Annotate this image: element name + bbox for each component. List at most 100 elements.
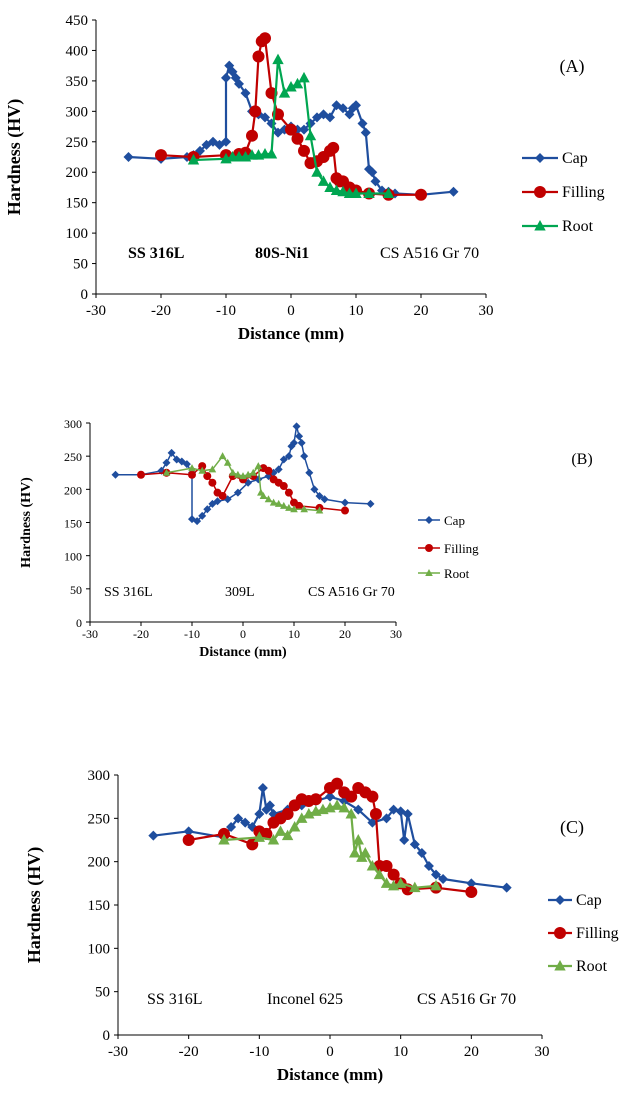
- y-tick-label: 400: [66, 43, 89, 59]
- data-point: [295, 432, 304, 441]
- data-point: [299, 124, 309, 135]
- region-label: SS 316L: [147, 991, 203, 1008]
- data-point: [423, 861, 434, 871]
- data-point: [338, 103, 348, 114]
- data-point: [309, 793, 322, 806]
- data-point: [431, 869, 441, 880]
- data-point: [254, 462, 263, 470]
- legend-label: Filling: [444, 541, 479, 556]
- region-label: SS 316L: [104, 585, 153, 600]
- chart-panel-a: 0 50 100 150 200 250 300 350 400 450 -30 -20 -10 0 10 2…: [4, 13, 605, 343]
- region-label: CS A516 Gr 70: [417, 991, 516, 1008]
- x-tick-label: -10: [249, 1044, 269, 1060]
- data-point: [265, 147, 278, 159]
- legend-label: Filling: [562, 184, 605, 201]
- x-tick-label: -30: [82, 627, 98, 641]
- panel-label: (B): [571, 451, 592, 468]
- x-tick-label: 30: [535, 1044, 550, 1060]
- data-point: [331, 777, 344, 790]
- data-point: [402, 809, 413, 819]
- data-point: [285, 503, 293, 511]
- data-point: [213, 497, 222, 506]
- data-point: [272, 53, 284, 65]
- data-point: [320, 495, 329, 504]
- series-cap: [148, 783, 512, 893]
- data-point: [264, 466, 273, 475]
- data-point: [284, 452, 293, 461]
- legend: Cap Filling Root: [522, 150, 605, 235]
- data-point: [279, 482, 288, 491]
- x-tick-label: 20: [339, 627, 351, 641]
- y-tick-label: 250: [66, 135, 89, 151]
- data-point: [252, 50, 265, 63]
- x-tick-label: 0: [287, 303, 295, 319]
- data-point: [388, 804, 399, 815]
- series-root: [187, 53, 395, 199]
- legend: Cap Filling Root: [548, 892, 619, 975]
- data-point: [111, 470, 120, 479]
- series-root: [162, 452, 324, 514]
- data-point: [338, 801, 350, 813]
- data-point: [310, 485, 319, 494]
- panel-label: (C): [560, 817, 584, 838]
- y-tick-label: 200: [66, 165, 89, 181]
- y-tick-label: 250: [88, 811, 111, 827]
- data-point: [298, 71, 310, 83]
- data-point: [254, 809, 265, 819]
- data-point: [438, 874, 449, 884]
- legend-marker: [425, 516, 433, 524]
- data-point: [218, 834, 230, 845]
- x-tick-label: 20: [464, 1044, 479, 1060]
- data-point: [330, 184, 343, 195]
- series-line: [160, 37, 421, 196]
- data-point: [367, 167, 378, 178]
- x-axis-label: Distance (mm): [238, 324, 344, 343]
- data-point: [167, 448, 176, 457]
- region-label: Inconel 625: [267, 991, 343, 1008]
- region-label: 80S-Ni1: [255, 245, 309, 262]
- y-axis-label: Hardness (HV): [24, 847, 45, 964]
- data-point: [324, 181, 336, 192]
- data-point: [415, 188, 427, 201]
- legend-label: Root: [444, 566, 470, 581]
- x-tick-label: 10: [393, 1044, 408, 1060]
- legend-marker: [425, 569, 433, 576]
- data-point: [430, 879, 442, 891]
- data-point: [304, 129, 317, 141]
- data-point: [290, 438, 298, 447]
- x-tick-label: 0: [240, 627, 246, 641]
- data-point: [162, 468, 171, 476]
- legend-label: Cap: [444, 513, 465, 528]
- y-tick-label: 50: [70, 583, 82, 597]
- y-tick-label: 300: [88, 768, 111, 784]
- data-point: [357, 118, 368, 129]
- data-point: [298, 144, 310, 157]
- data-point: [229, 468, 237, 476]
- legend-marker: [554, 960, 566, 971]
- y-axis-label: Hardness (HV): [4, 99, 25, 216]
- y-tick-label: 300: [66, 104, 89, 120]
- x-tick-label: 30: [479, 303, 494, 319]
- data-point: [137, 470, 145, 479]
- y-tick-label: 50: [95, 985, 110, 1001]
- data-point: [193, 517, 202, 526]
- data-point: [257, 783, 268, 793]
- data-point: [341, 498, 349, 507]
- data-point: [264, 495, 273, 503]
- data-point: [353, 804, 364, 815]
- legend-marker: [534, 186, 546, 198]
- data-point: [267, 834, 280, 845]
- data-point: [360, 127, 371, 138]
- region-label: SS 316L: [128, 245, 184, 262]
- data-point: [311, 166, 323, 177]
- data-point: [369, 808, 382, 820]
- data-point: [187, 154, 200, 165]
- data-point: [288, 821, 301, 832]
- data-point: [285, 123, 297, 136]
- data-point: [399, 835, 410, 845]
- data-point: [274, 825, 287, 836]
- data-point: [198, 466, 206, 474]
- legend-marker: [534, 220, 546, 231]
- data-point: [244, 470, 252, 478]
- x-tick-label: -30: [108, 1044, 128, 1060]
